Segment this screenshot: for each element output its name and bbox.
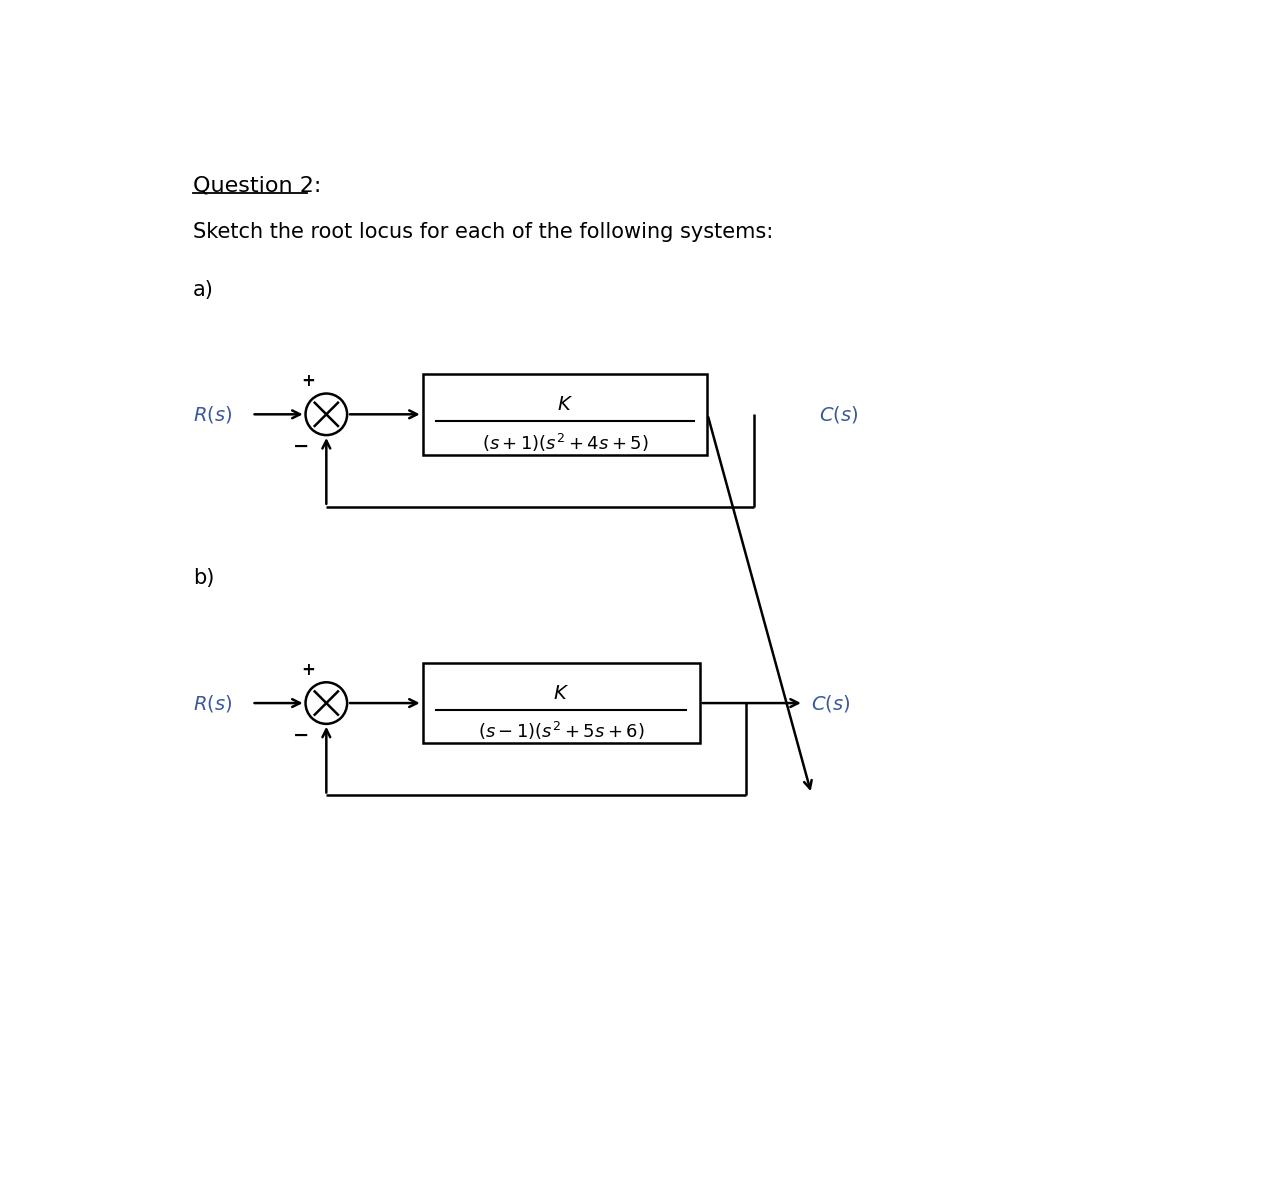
- Text: $R(s)$: $R(s)$: [193, 404, 232, 425]
- Text: Sketch the root locus for each of the following systems:: Sketch the root locus for each of the fo…: [193, 222, 773, 242]
- Text: $K$: $K$: [554, 684, 569, 703]
- Circle shape: [305, 394, 347, 435]
- Text: Question 2:: Question 2:: [193, 176, 322, 196]
- Text: a): a): [193, 279, 214, 300]
- Text: $K$: $K$: [557, 395, 572, 414]
- Text: $(s + 1)(s^2 + 4s + 5)$: $(s + 1)(s^2 + 4s + 5)$: [482, 431, 648, 454]
- Text: +: +: [301, 373, 315, 390]
- Circle shape: [305, 682, 347, 724]
- Text: −: −: [293, 726, 309, 744]
- Text: $(s - 1)(s^2 + 5s + 6)$: $(s - 1)(s^2 + 5s + 6)$: [478, 720, 644, 743]
- Text: −: −: [293, 437, 309, 456]
- FancyBboxPatch shape: [422, 663, 700, 744]
- Text: $C(s)$: $C(s)$: [811, 693, 851, 714]
- Text: b): b): [193, 568, 214, 589]
- Text: $R(s)$: $R(s)$: [193, 693, 232, 714]
- Text: $C(s)$: $C(s)$: [820, 404, 859, 425]
- FancyBboxPatch shape: [422, 374, 707, 455]
- Text: +: +: [301, 661, 315, 679]
